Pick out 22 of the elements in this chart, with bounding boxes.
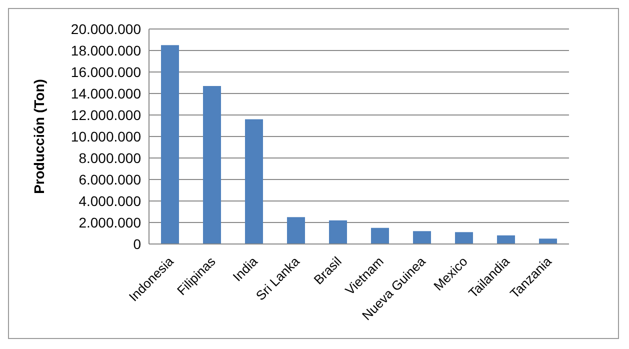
y-tick-label: 16.000.000	[70, 64, 142, 80]
y-tick-label: 14.000.000	[70, 85, 142, 102]
y-tick-label: 8.000.000	[78, 150, 142, 166]
y-tick-label: 4.000.000	[78, 192, 142, 209]
y-tick-label: 10.000.000	[70, 128, 142, 144]
y-tick-label: 2.000.000	[78, 214, 142, 230]
y-tick-label: 6.000.000	[78, 171, 142, 188]
y-tick-label: 0	[133, 236, 142, 252]
bar	[497, 235, 515, 244]
bar	[203, 86, 221, 244]
bar	[539, 238, 557, 244]
bar	[413, 231, 431, 244]
bar	[161, 45, 179, 244]
y-tick-label: 20.000.000	[70, 20, 142, 37]
y-axis-title: Producción (Ton)	[30, 79, 47, 194]
y-tick-label: 18.000.000	[70, 42, 142, 58]
bar	[329, 220, 347, 244]
y-tick-label: 12.000.000	[70, 106, 142, 123]
bar	[245, 119, 263, 244]
bar	[287, 217, 305, 244]
bar	[455, 232, 473, 244]
bar	[371, 228, 389, 244]
